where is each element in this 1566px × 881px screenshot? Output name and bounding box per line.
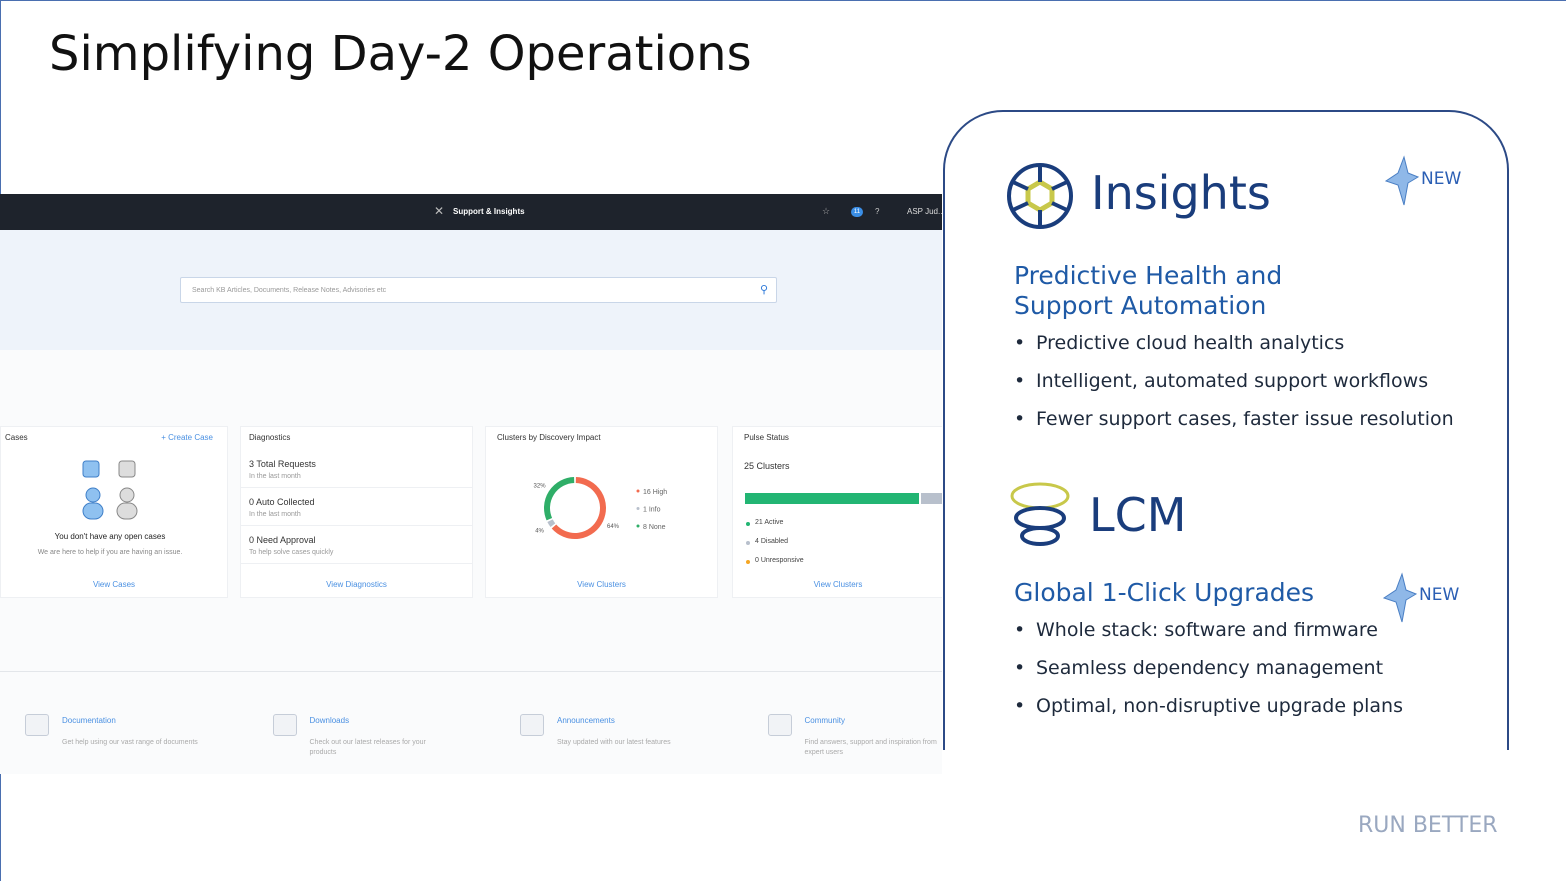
lcm-name: LCM <box>1089 488 1187 542</box>
star-icon <box>1382 572 1418 623</box>
no-cases-message: You don't have any open cases <box>54 532 166 541</box>
notification-badge[interactable]: 11 <box>851 207 863 217</box>
insights-name: Insights <box>1091 166 1271 220</box>
resource-title[interactable]: Documentation <box>62 716 116 725</box>
pulse-card: Pulse Status 25 Clusters View Clusters 2… <box>732 426 942 598</box>
legend-dot <box>746 522 750 526</box>
search-area: Search KB Articles, Documents, Release N… <box>0 230 942 350</box>
help-button[interactable]: ? <box>875 207 880 216</box>
lcm-logo <box>1010 482 1070 546</box>
star-button[interactable]: ☆ <box>822 206 831 216</box>
legend-label: 4 Disabled <box>755 538 789 545</box>
diagnostic-sub: In the last month <box>249 511 301 518</box>
slide-title: Simplifying Day-2 Operations <box>49 26 752 82</box>
resource-text: Find answers, support and inspiration fr… <box>804 739 937 756</box>
donut-label: 32% <box>534 483 547 489</box>
diagnostic-row: 3 Total Requests In the last month <box>241 451 472 488</box>
donut-label: 64% <box>607 524 620 530</box>
bullet-item: Seamless dependency management <box>1014 657 1383 679</box>
screenshot: ✕ Support & Insights ☆ 11 ? ASP Jud... S… <box>0 194 942 774</box>
card-title: Cases <box>5 433 28 442</box>
legend-label: 21 Active <box>755 519 784 526</box>
resource-title[interactable]: Community <box>804 716 845 725</box>
top-border <box>0 0 1566 1</box>
cases-card: Cases + Create Case You don't have any o… <box>0 426 228 598</box>
view-diagnostics[interactable]: View Diagnostics <box>326 580 387 589</box>
donut-label: 4% <box>535 529 544 535</box>
create-case[interactable]: + Create Case <box>161 433 213 442</box>
legend-label: 1 Info <box>643 507 661 514</box>
legend-label: 16 High <box>643 489 667 496</box>
insights-heading: Predictive Health and Support Automation <box>1014 261 1283 320</box>
star-icon <box>1384 155 1420 206</box>
diagnostic-sub: To help solve cases quickly <box>249 549 334 556</box>
new-badge: NEW <box>1421 169 1462 189</box>
legend-dot <box>636 489 640 493</box>
cases-illustration <box>82 460 138 520</box>
card-title: Clusters by Discovery Impact <box>497 433 601 442</box>
resource-text: Get help using our vast range of documen… <box>62 739 198 746</box>
diagnostic-label: 0 Need Approval <box>249 535 316 545</box>
donut-segment <box>544 477 575 521</box>
search-box[interactable]: Search KB Articles, Documents, Release N… <box>180 277 777 303</box>
insights-logo <box>1007 163 1073 229</box>
resource-title[interactable]: Announcements <box>557 716 615 725</box>
lcm-heading: Global 1-Click Upgrades <box>1014 578 1315 607</box>
footer-tagline: RUN BETTER <box>1358 813 1498 838</box>
diagnostic-sub: In the last month <box>249 473 301 480</box>
view-clusters[interactable]: View Clusters <box>813 580 863 589</box>
divider <box>0 671 942 672</box>
legend-label: 0 Unresponsive <box>755 557 804 564</box>
diagnostic-row: 0 Auto Collected In the last month <box>241 489 472 526</box>
bullet-item: Intelligent, automated support workflows <box>1014 370 1428 392</box>
resource-icon <box>25 714 49 736</box>
bullet-item: Whole stack: software and firmware <box>1014 619 1378 641</box>
search-icon[interactable]: ⚲ <box>760 284 769 296</box>
legend-dot <box>636 524 640 528</box>
cluster-count: 25 Clusters <box>744 461 790 471</box>
resource-icon <box>767 714 792 736</box>
resource-text: Stay updated with our latest features <box>557 739 671 746</box>
new-badge: NEW <box>1419 585 1460 605</box>
view-cases[interactable]: View Cases <box>92 580 136 589</box>
cases-sub: We are here to help if you are having an… <box>37 549 183 556</box>
clusters-card: Clusters by Discovery Impact 64% 4% 32% 16 … <box>485 426 718 598</box>
resource-icon <box>520 714 544 736</box>
logo: ✕ <box>434 204 445 218</box>
diagnostic-label: 3 Total Requests <box>249 459 316 469</box>
user-menu[interactable]: ASP Jud... <box>907 207 942 216</box>
resource-icon <box>272 714 297 736</box>
legend-label: 8 None <box>643 524 666 531</box>
view-clusters[interactable]: View Clusters <box>577 580 626 589</box>
bullet-item: Predictive cloud health analytics <box>1014 332 1344 354</box>
navbar: ✕ Support & Insights ☆ 11 ? ASP Jud... <box>0 194 942 230</box>
card-title: Diagnostics <box>249 433 291 442</box>
resource-title[interactable]: Downloads <box>309 716 350 725</box>
brand[interactable]: Support & Insights <box>453 207 525 216</box>
donut-segment <box>551 477 606 539</box>
legend-dot <box>746 541 750 545</box>
diagnostics-card: Diagnostics View Diagnostics 3 Total Req… <box>240 426 473 598</box>
resource-text: Check out our latest releases for your p… <box>309 739 426 756</box>
bullet-item: Fewer support cases, faster issue resolu… <box>1014 408 1454 430</box>
bullet-item: Optimal, non-disruptive upgrade plans <box>1014 695 1403 717</box>
active-bar <box>745 493 919 504</box>
diagnostic-row: 0 Need Approval To help solve cases quick… <box>241 527 472 564</box>
legend-dot <box>636 507 640 510</box>
card-title: Pulse Status <box>744 433 789 442</box>
donut-segment <box>547 519 556 528</box>
legend-dot <box>746 560 750 564</box>
diagnostic-label: 0 Auto Collected <box>249 497 315 507</box>
search-placeholder: Search KB Articles, Documents, Release N… <box>192 287 387 294</box>
disabled-bar <box>921 493 942 504</box>
feature-panel <box>943 110 1509 750</box>
donut-chart: 64% 4% 32% 16 High 1 Info 8 None <box>534 477 667 539</box>
